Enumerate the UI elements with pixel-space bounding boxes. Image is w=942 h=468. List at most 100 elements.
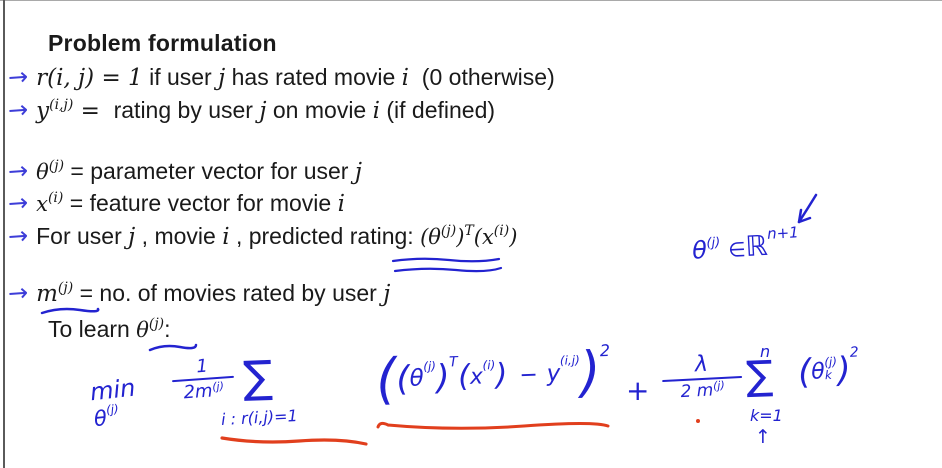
math-theta: θ <box>136 318 149 342</box>
annotation-theta-in-reals: θ(j) ∈ℝn+1 <box>691 223 800 266</box>
hw-x-sup: (i) <box>482 357 496 373</box>
bullet-arrow-icon: → <box>7 156 30 186</box>
hw-theta-sup: (j) <box>105 401 120 417</box>
math-equals: = <box>73 98 108 124</box>
math-y: y <box>36 98 50 124</box>
hw-transpose: T <box>448 354 458 371</box>
top-border-line <box>0 0 942 1</box>
line-to-learn: To learn θ (j) : <box>48 316 171 343</box>
hw-theta: θ <box>409 365 425 392</box>
text: rating by user <box>107 97 260 123</box>
math-paren: ( <box>473 225 482 249</box>
hw-theta-sub-k: k <box>824 367 833 383</box>
fraction-denominator: 2 m(j) <box>662 379 743 403</box>
fraction-one-over-2m: 1 2m(j) <box>170 354 235 404</box>
math-m: m <box>36 281 58 307</box>
math-i: i <box>222 224 230 250</box>
hw-2m: 2m <box>182 380 214 404</box>
reals-symbol: ℝ <box>744 228 769 263</box>
red-underline-squared-term <box>376 421 610 430</box>
bullet-arrow-icon: → <box>7 62 30 92</box>
math-j: j <box>383 281 391 307</box>
math-j: j <box>218 65 226 91</box>
hw-theta-sup: (j) <box>706 235 721 252</box>
math-i: i <box>401 65 410 91</box>
paren-big-open: ( <box>374 347 398 412</box>
math-theta: θ <box>36 160 49 184</box>
bullet-line-y-definition: → y (i,j) = rating by user j on movie i … <box>7 95 496 124</box>
min-subscript-theta: θ(j) <box>93 401 121 432</box>
text: (if defined) <box>379 97 496 123</box>
theta-sup-sub: (j) k <box>824 354 838 383</box>
math-r-ij: r(i, j) = 1 <box>36 65 143 91</box>
math-j: j <box>259 98 267 124</box>
hw-square: 2 <box>599 340 611 360</box>
hand-underline-theta <box>148 343 198 352</box>
bullet-arrow-icon: → <box>7 278 30 308</box>
math-i: i <box>337 191 345 217</box>
math-paren: ( <box>420 225 429 249</box>
squared-error-term: ((θ (j)) T(x (i)) − y (i,j)) 2 <box>374 340 611 412</box>
text: has rated movie <box>225 64 402 90</box>
plus-sign: + <box>626 374 650 407</box>
math-sup-ij: (i,j) <box>49 97 74 113</box>
minus-sign: − <box>518 361 539 388</box>
hw-theta: θ <box>810 358 826 385</box>
hw-theta: θ <box>691 236 708 265</box>
sum-index-condition: i : r(i,j)=1 <box>220 406 299 429</box>
paren-close: ) <box>435 357 451 398</box>
fraction-lambda-over-2m: λ 2 m(j) <box>661 350 743 403</box>
sum-symbol: ∑ <box>242 351 274 404</box>
text: = no. of movies rated by user <box>73 280 384 306</box>
bullet-line-theta-definition: → θ (j) = parameter vector for user j <box>7 156 362 186</box>
text: (0 otherwise) <box>409 64 555 90</box>
math-theta: θ <box>428 225 441 249</box>
hw-square: 2 <box>849 344 860 361</box>
regularization-term: (θ (j) k) 2 <box>797 344 860 392</box>
paren-close: ) <box>494 357 508 393</box>
text: : <box>164 316 171 342</box>
bullet-line-x-definition: → x (i) = feature vector for movie i <box>7 188 345 218</box>
math-paren: ) <box>456 225 465 249</box>
text: = feature vector for movie <box>63 190 338 216</box>
math-sup-j: (j) <box>57 280 74 296</box>
text: on movie <box>266 97 373 123</box>
bullet-line-m-definition: → m (j) = no. of movies rated by user j <box>7 278 391 308</box>
hw-y: y <box>546 360 561 388</box>
math-sup-j: (j) <box>48 158 65 174</box>
text: = parameter vector for user <box>64 158 355 184</box>
hand-double-underline <box>391 257 503 273</box>
hw-x: x <box>469 363 484 390</box>
sum-upper-limit: n <box>760 342 771 361</box>
text: if user <box>142 64 219 90</box>
hw-2m-sup: (j) <box>211 379 225 394</box>
math-sup-T: T <box>464 223 474 239</box>
hw-2m: 2 m <box>680 380 714 403</box>
math-x: x <box>36 192 48 216</box>
math-sup-i: (i) <box>47 190 64 206</box>
fraction-numerator: λ <box>694 351 709 378</box>
paren-big-close: ) <box>579 340 602 405</box>
sum-lower-limit: k=1 <box>750 406 783 425</box>
math-paren: ) <box>509 225 518 249</box>
hw-exponent: n+1 <box>766 223 800 243</box>
fraction-numerator: 1 <box>195 355 209 378</box>
hw-y-sup: (i,j) <box>559 352 581 368</box>
up-arrow-icon: ↑ <box>755 426 771 448</box>
red-dot-mark <box>696 419 700 423</box>
red-underline-sum-index <box>220 436 368 446</box>
sum-symbol: ∑ <box>745 352 774 400</box>
text: , movie <box>135 223 223 249</box>
paren-open: ( <box>457 358 471 395</box>
math-j: j <box>354 159 362 185</box>
hw-2m-sup: (j) <box>712 378 726 393</box>
math-j: j <box>128 224 136 250</box>
hw-theta-sup: (j) <box>423 359 437 374</box>
text: For user <box>36 223 129 249</box>
element-of-symbol: ∈ <box>727 237 747 262</box>
bullet-arrow-icon: → <box>7 188 30 218</box>
left-border-line <box>3 0 5 468</box>
math-x: x <box>481 225 494 249</box>
bullet-arrow-icon: → <box>7 221 30 251</box>
